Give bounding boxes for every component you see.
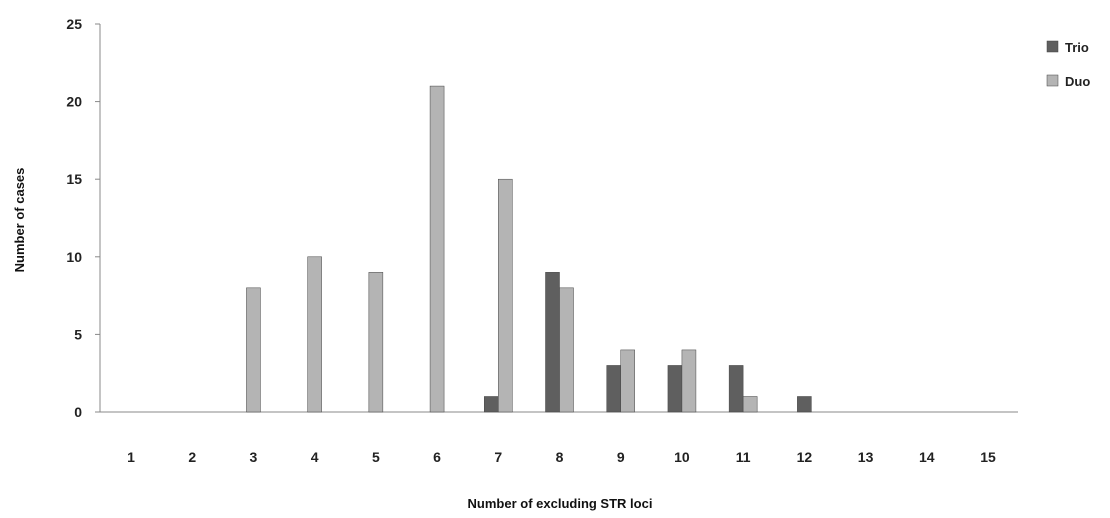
bar-trio-9 [606,365,621,413]
legend: Trio Duo [1046,40,1090,89]
bar-trio-10 [667,365,683,413]
bar-trio-7 [484,396,499,413]
y-tick-label: 15 [66,171,82,187]
y-tick-label: 10 [66,249,82,265]
bar-trio-11 [728,365,744,413]
x-tick-label: 15 [980,449,996,465]
legend-label-trio: Trio [1065,40,1089,55]
legend-label-duo: Duo [1065,74,1090,89]
x-tick-label: 8 [556,449,564,465]
y-tick-label: 20 [66,94,82,110]
x-tick-label: 3 [250,449,258,465]
legend-swatch-duo [1046,74,1059,87]
bar-duo-4 [307,256,322,413]
bar-duo-5 [368,272,384,413]
bar-duo-7 [498,178,513,413]
x-tick-label: 6 [433,449,441,465]
bar-duo-11 [742,396,758,413]
y-tick-label: 25 [66,16,82,32]
bar-duo-9 [620,349,635,413]
bars [246,85,812,413]
x-axis: 1 2 3 4 5 6 7 8 9 10 11 12 13 14 15 [100,411,1018,465]
bar-duo-3 [246,287,261,413]
x-tick-label: 4 [311,449,319,465]
x-tick-label: 7 [494,449,502,465]
x-tick-label: 1 [127,449,135,465]
x-tick-label: 13 [858,449,874,465]
y-tick-label: 5 [74,326,82,342]
y-axis-title: Number of cases [12,168,27,273]
legend-swatch-trio [1046,40,1059,53]
bar-trio-8 [545,272,560,413]
x-tick-label: 11 [736,449,751,465]
bar-duo-6 [429,85,445,413]
x-tick-label: 14 [919,449,935,465]
x-tick-label: 2 [188,449,196,465]
x-tick-label: 10 [674,449,690,465]
x-tick-label: 9 [617,449,625,465]
x-tick-label: 12 [797,449,813,465]
bar-duo-10 [681,349,697,413]
bar-trio-12 [797,396,812,413]
y-axis: 0 5 10 15 20 25 [66,16,101,420]
bar-duo-8 [559,287,574,413]
x-axis-title: Number of excluding STR loci [468,496,653,511]
x-tick-label: 5 [372,449,380,465]
y-tick-label: 0 [74,404,82,420]
